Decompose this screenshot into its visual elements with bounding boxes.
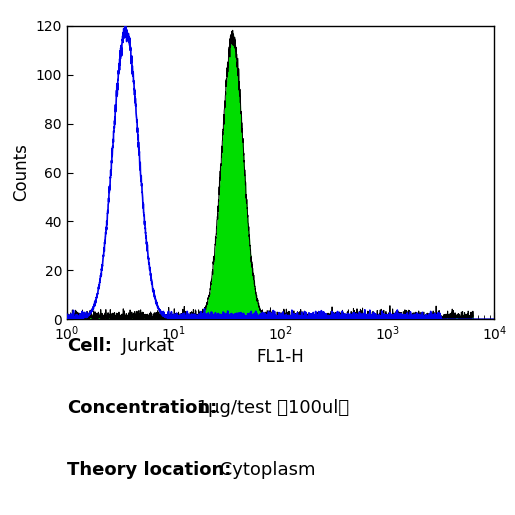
Text: Jurkat: Jurkat — [116, 337, 174, 355]
Text: Theory location:: Theory location: — [67, 461, 231, 479]
X-axis label: FL1-H: FL1-H — [257, 348, 304, 366]
Y-axis label: Counts: Counts — [12, 144, 30, 201]
Text: Concentration:: Concentration: — [67, 399, 217, 417]
Text: Cell:: Cell: — [67, 337, 112, 355]
Text: Cytoplasm: Cytoplasm — [214, 461, 315, 479]
Text: 1μg/test （100ul）: 1μg/test （100ul） — [191, 399, 349, 417]
